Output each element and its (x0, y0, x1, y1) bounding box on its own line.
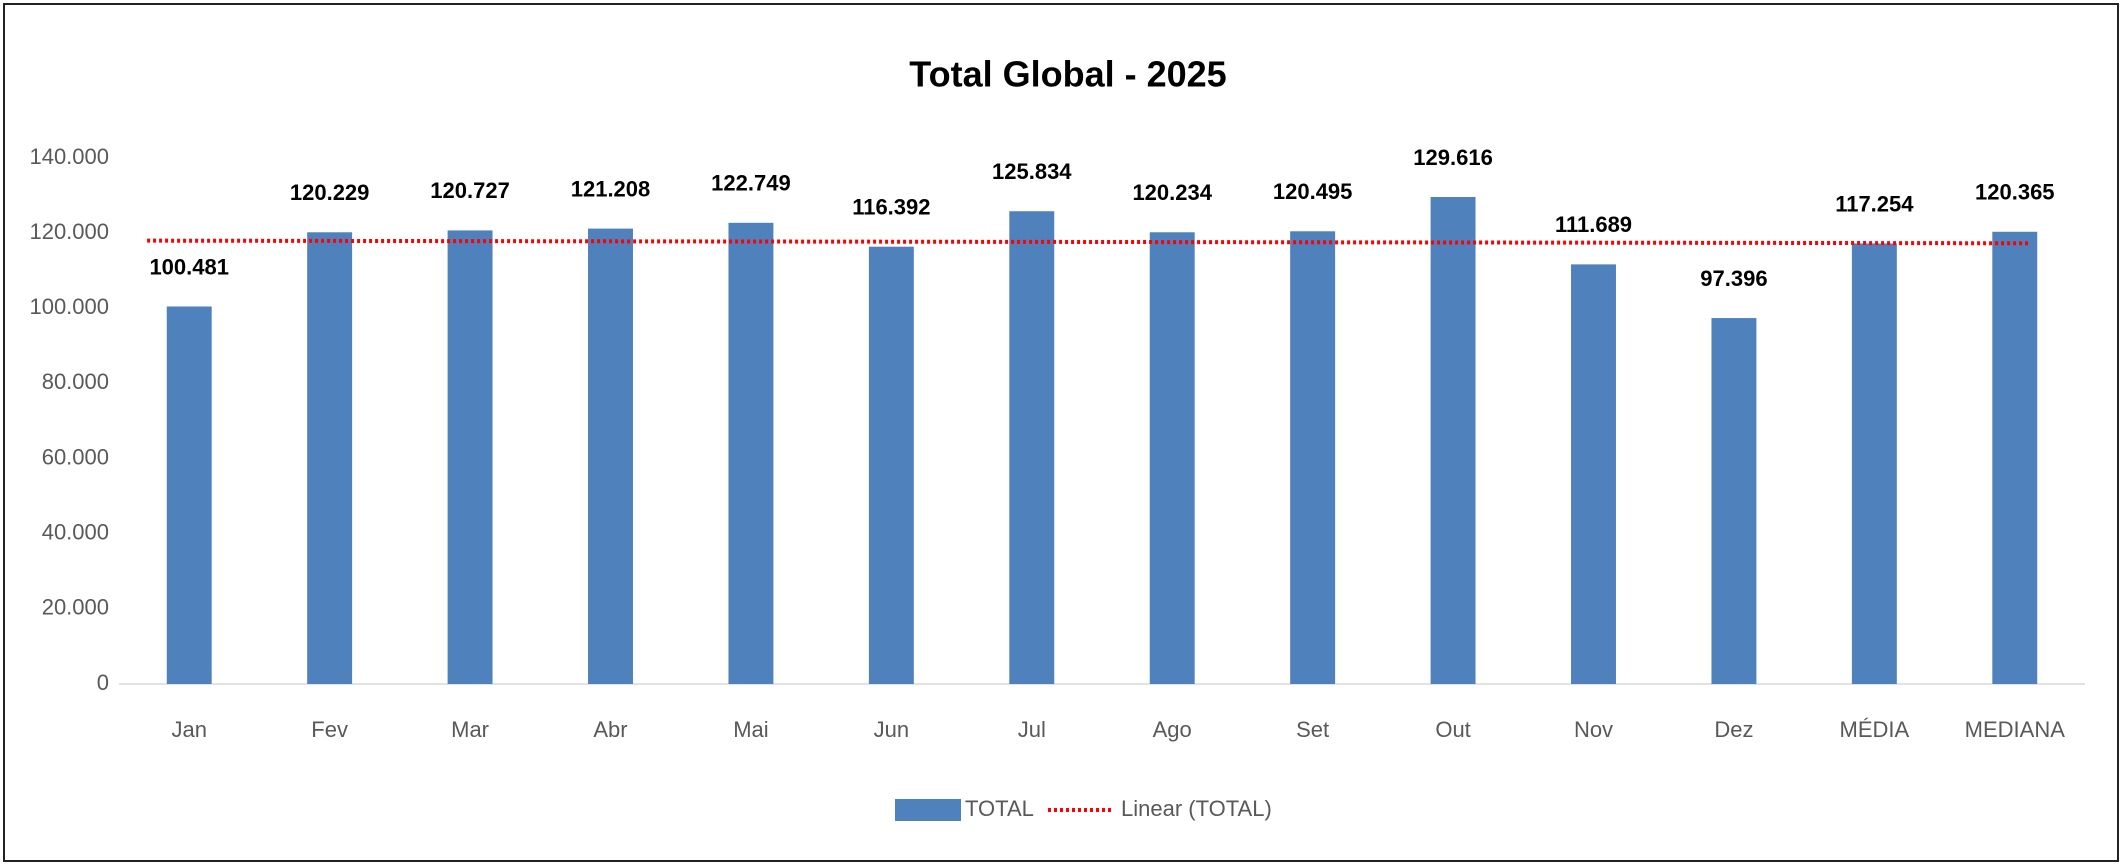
x-tick-label: Dez (1714, 717, 1753, 742)
y-tick-label: 100.000 (29, 294, 109, 319)
bar (868, 246, 914, 685)
y-tick-label: 20.000 (42, 595, 109, 620)
legend-swatch (895, 799, 961, 821)
x-tick-label: Jan (171, 717, 206, 742)
x-tick-label: Nov (1574, 717, 1613, 742)
trendline (147, 238, 2029, 246)
y-tick-label: 80.000 (42, 369, 109, 394)
bar (447, 230, 493, 684)
bar (1571, 264, 1616, 684)
data-label: 120.365 (1975, 180, 2055, 205)
bar (1711, 318, 1757, 684)
bar (1992, 231, 2038, 685)
data-label: 125.834 (992, 159, 1072, 184)
x-tick-label: Jun (874, 717, 909, 742)
x-tick-label: MÉDIA (1840, 717, 1910, 742)
chart-frame (3, 3, 2119, 862)
legend-label: Linear (TOTAL) (1121, 796, 1272, 821)
x-tick-label: Out (1435, 717, 1470, 742)
chart-title: Total Global - 2025 (909, 54, 1226, 95)
bar (728, 222, 774, 685)
x-tick-label: Mai (733, 717, 768, 742)
bar (166, 306, 212, 684)
y-tick-label: 120.000 (29, 219, 109, 244)
data-label: 129.616 (1413, 145, 1493, 170)
x-tick-label: Fev (311, 717, 348, 742)
data-label: 120.234 (1132, 180, 1212, 205)
data-label: 120.727 (430, 178, 510, 203)
bar (1430, 197, 1476, 685)
x-tick-label: Mar (451, 717, 489, 742)
y-tick-label: 0 (97, 670, 109, 695)
data-label: 120.229 (290, 180, 370, 205)
x-tick-label: Abr (593, 717, 627, 742)
data-label: 121.208 (571, 176, 651, 201)
bar (1290, 231, 1336, 684)
bar (307, 232, 353, 684)
x-tick-label: Ago (1153, 717, 1192, 742)
bar (1149, 232, 1195, 685)
bar (588, 228, 633, 684)
data-label: 100.481 (149, 254, 229, 279)
bar (1851, 243, 1897, 685)
y-tick-label: 40.000 (42, 520, 109, 545)
data-label: 116.392 (852, 195, 930, 220)
x-tick-label: Set (1296, 717, 1329, 742)
data-label: 122.749 (711, 171, 791, 196)
y-tick-label: 140.000 (29, 144, 109, 169)
data-label: 117.254 (1835, 191, 1914, 216)
data-label: 111.689 (1555, 212, 1632, 237)
bar (1009, 211, 1055, 684)
data-label: 97.396 (1700, 266, 1767, 291)
x-tick-label: Jul (1018, 717, 1046, 742)
x-tick-label: MEDIANA (1965, 717, 2066, 742)
y-tick-label: 60.000 (42, 444, 109, 469)
data-label: 120.495 (1273, 179, 1353, 204)
legend-label: TOTAL (965, 796, 1034, 821)
